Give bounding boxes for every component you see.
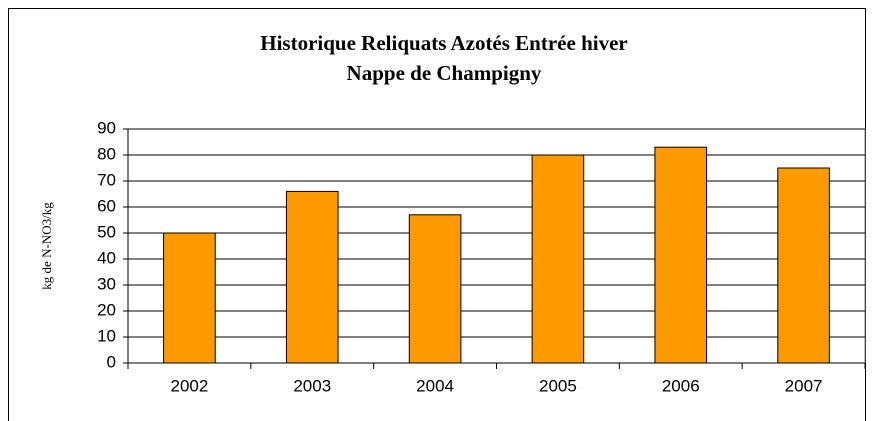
- x-tick-label: 2006: [662, 376, 700, 395]
- bar: [777, 167, 830, 364]
- chart-title: Historique Reliquats Azotés Entrée hiver: [260, 31, 627, 55]
- chart-subtitle: Nappe de Champigny: [347, 61, 542, 85]
- y-tick-label: 80: [97, 144, 116, 163]
- bar: [654, 146, 708, 364]
- y-tick-label: 10: [97, 326, 116, 345]
- y-tick-label: 50: [97, 222, 116, 241]
- y-tick-label: 0: [107, 352, 116, 371]
- y-tick-label: 40: [97, 248, 116, 267]
- plot-area: [127, 128, 866, 364]
- x-tick-label: 2004: [416, 376, 454, 395]
- y-tick-label: 90: [97, 118, 116, 137]
- x-tick-label: 2005: [539, 376, 577, 395]
- bar: [531, 154, 585, 364]
- bar: [163, 232, 216, 364]
- bar: [408, 214, 462, 364]
- x-tick-label: 2007: [785, 376, 823, 395]
- bar: [285, 190, 339, 364]
- y-tick-label: 20: [97, 300, 116, 319]
- y-axis-label: kg de N-NO3/kg: [39, 202, 54, 290]
- y-tick-label: 30: [97, 274, 116, 293]
- x-tick-label: 2002: [171, 376, 209, 395]
- y-tick-label: 70: [97, 170, 116, 189]
- y-tick-label: 60: [97, 196, 116, 215]
- x-tick-label: 2003: [293, 376, 331, 395]
